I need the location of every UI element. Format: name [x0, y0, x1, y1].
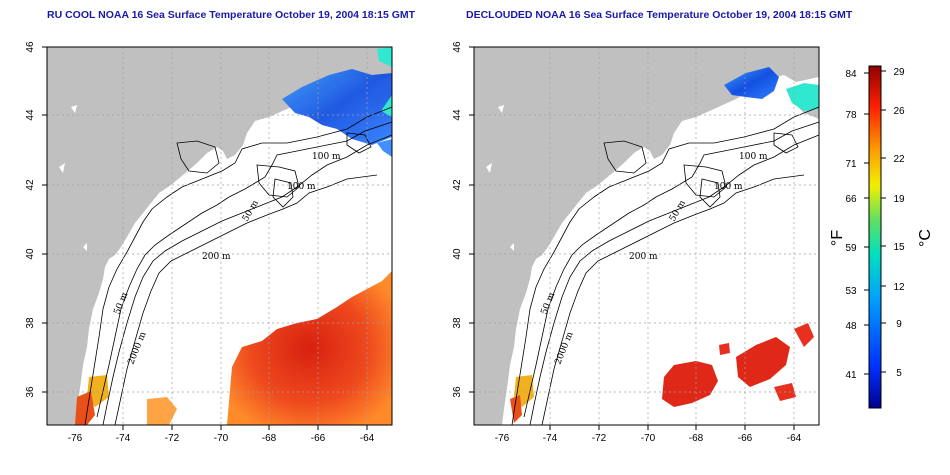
lat-tick-label: 42 — [452, 179, 463, 191]
lon-tick-label: -66 — [738, 433, 753, 444]
celsius-tick: 22 — [893, 154, 905, 165]
cold-sst-patch — [724, 67, 779, 99]
fahrenheit-tick: 71 — [845, 159, 857, 170]
colorbar: 84 78 71 66 59 53 48 41 29 26 22 19 15 1… — [829, 65, 934, 409]
colorbar-gradient — [868, 65, 882, 409]
fahrenheit-unit-label: °F — [829, 230, 846, 246]
lon-tick-label: -72 — [592, 433, 607, 444]
lon-tick-label: -76 — [68, 433, 83, 444]
fahrenheit-tick: 78 — [845, 110, 857, 121]
celsius-tick: 19 — [893, 194, 905, 205]
lon-tick-label: -70 — [214, 433, 229, 444]
panel-2-title: DECLOUDED NOAA 16 Sea Surface Temperatur… — [466, 9, 853, 21]
fahrenheit-tick: 41 — [845, 370, 857, 381]
panel-1-title: RU COOL NOAA 16 Sea Surface Temperature … — [47, 9, 416, 21]
celsius-tick: 12 — [893, 282, 905, 293]
warm-sst-patch — [662, 361, 718, 407]
graticule — [474, 47, 819, 425]
lat-tick-label: 46 — [452, 41, 463, 53]
lat-tick-label: 38 — [452, 317, 463, 329]
map-frame — [473, 46, 820, 426]
lat-tick-label: 40 — [452, 248, 463, 260]
lon-tick-label: -64 — [360, 433, 375, 444]
celsius-tick: 5 — [896, 368, 902, 379]
fahrenheit-tick: 84 — [845, 69, 857, 80]
fahrenheit-tick: 53 — [845, 286, 857, 297]
gulf-stream-warm-patch — [87, 375, 109, 407]
celsius-tick: 9 — [896, 319, 902, 330]
contour-label: 100 m — [714, 182, 743, 192]
cyan-sst-patch — [786, 83, 819, 111]
lon-tick-label: -70 — [641, 433, 656, 444]
lat-tick-label: 36 — [25, 386, 36, 398]
lon-tick-label: -64 — [787, 433, 802, 444]
celsius-unit-label: °C — [917, 229, 934, 247]
contour-label: 200 m — [202, 252, 231, 262]
fahrenheit-tick: 59 — [845, 243, 857, 254]
map-panel-1: 100 m 100 m 50 m 200 m 50 m 2000 m -76 -… — [25, 41, 393, 444]
cold-sst-patch — [282, 69, 392, 145]
lon-tick-label: -74 — [116, 433, 131, 444]
lat-tick-label: 40 — [25, 248, 36, 260]
lat-tick-label: 46 — [25, 41, 36, 53]
fahrenheit-tick: 66 — [845, 194, 857, 205]
lat-tick-label: 36 — [452, 386, 463, 398]
lat-tick-label: 38 — [25, 317, 36, 329]
map-frame — [46, 46, 393, 426]
contour-label: 100 m — [739, 152, 768, 162]
lon-tick-label: -68 — [262, 433, 277, 444]
lat-tick-label: 44 — [452, 109, 463, 121]
map-panel-2: 100 m 100 m 50 m 200 m 50 m 2000 m -76 -… — [452, 41, 820, 444]
cyan-sst-patch — [377, 47, 392, 117]
lon-tick-label: -66 — [311, 433, 326, 444]
lon-tick-label: -76 — [495, 433, 510, 444]
lon-tick-label: -72 — [165, 433, 180, 444]
contour-label: 100 m — [312, 152, 341, 162]
celsius-tick: 15 — [893, 242, 905, 253]
lon-tick-label: -74 — [543, 433, 558, 444]
graticule — [47, 47, 392, 425]
lat-tick-label: 42 — [25, 179, 36, 191]
warm-sst-patch — [227, 271, 392, 425]
lat-tick-label: 44 — [25, 109, 36, 121]
lon-tick-label: -68 — [689, 433, 704, 444]
celsius-tick: 29 — [893, 67, 905, 78]
celsius-tick: 26 — [893, 106, 905, 117]
contour-label: 100 m — [287, 182, 316, 192]
fahrenheit-tick: 48 — [845, 321, 857, 332]
contour-label: 200 m — [629, 252, 658, 262]
